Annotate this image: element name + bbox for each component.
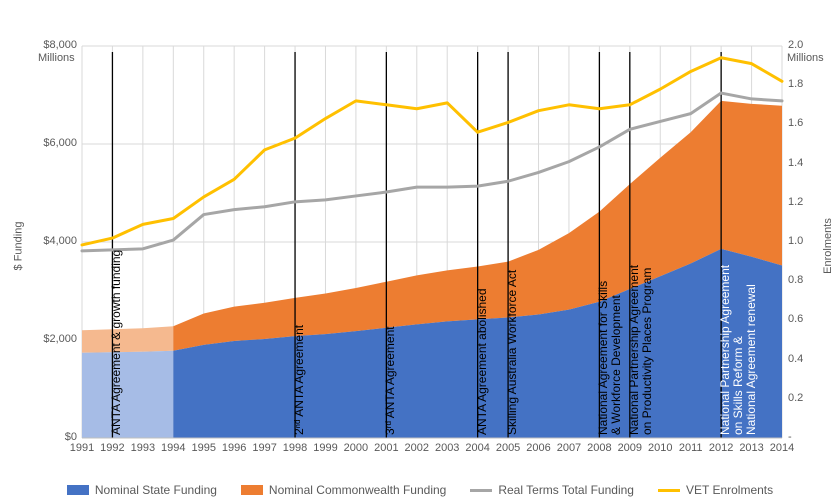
x-tick-label: 2014 [768,442,796,454]
right-axis-title: Enrolments [822,218,834,274]
x-tick-label: 1991 [68,442,96,454]
legend-item-commonwealth: Nominal Commonwealth Funding [241,483,446,497]
legend-swatch-real-total [470,489,492,492]
annotation-label: Skilling Australia Workforce Act [505,270,519,435]
left-axis-title-top: Millions [38,52,75,64]
annotation-label: National Partnership Agreement [627,265,641,435]
legend-item-state: Nominal State Funding [67,483,217,497]
y-left-tick-label: $4,000 [32,235,77,247]
y-right-tick-label: 0.8 [788,274,820,286]
x-tick-label: 2003 [433,442,461,454]
chart-svg [0,0,840,501]
legend-label-state: Nominal State Funding [95,483,217,497]
y-right-tick-label: 0.2 [788,392,820,404]
x-tick-label: 1997 [251,442,279,454]
x-tick-label: 1993 [129,442,157,454]
legend-label-vet: VET Enrolments [686,483,773,497]
annotation-label: ANTA Agreement & growth funding [109,250,123,435]
x-tick-label: 2002 [403,442,431,454]
y-right-tick-label: 1.6 [788,117,820,129]
left-axis-title: $ Funding [12,222,24,271]
x-tick-label: 1998 [281,442,309,454]
annotation-label: 3ʳᵈ ANTA Agreement [383,326,397,435]
x-tick-label: 2013 [738,442,766,454]
x-tick-label: 2007 [555,442,583,454]
legend-label-real-total: Real Terms Total Funding [498,483,634,497]
annotation-label: on Productivity Places Program [640,268,654,435]
y-left-tick-label: $8,000 [32,39,77,51]
y-right-tick-label: 0.6 [788,313,820,325]
legend-swatch-state [67,485,89,495]
y-right-tick-label: 1.4 [788,157,820,169]
x-tick-label: 2004 [464,442,492,454]
y-left-tick-label: $2,000 [32,333,77,345]
legend-swatch-vet [658,489,680,492]
y-right-tick-label: 1.8 [788,78,820,90]
y-right-tick-label: 2.0 [788,39,820,51]
annotation-label: & Workforce Development [609,295,623,435]
right-axis-title-top: Millions [787,52,824,64]
x-tick-label: 2006 [525,442,553,454]
x-tick-label: 2000 [342,442,370,454]
annotation-label: 2ⁿᵈ ANTA Agreement [292,325,306,435]
y-right-tick-label: 1.0 [788,235,820,247]
y-right-tick-label: 1.2 [788,196,820,208]
y-right-tick-label: 0.4 [788,353,820,365]
x-tick-label: 2010 [646,442,674,454]
x-tick-label: 2009 [616,442,644,454]
legend: Nominal State Funding Nominal Commonweal… [0,483,840,497]
legend-item-real-total: Real Terms Total Funding [470,483,634,497]
x-tick-label: 1999 [311,442,339,454]
x-tick-label: 1995 [190,442,218,454]
x-tick-label: 2005 [494,442,522,454]
funding-enrolments-chart: { "chart": { "type": "stacked-area-with-… [0,0,840,501]
x-tick-label: 1992 [98,442,126,454]
annotation-label: National Agreement renewal [744,284,758,435]
legend-label-commonwealth: Nominal Commonwealth Funding [269,483,446,497]
x-tick-label: 2012 [707,442,735,454]
x-tick-label: 2001 [372,442,400,454]
y-left-tick-label: $6,000 [32,137,77,149]
x-tick-label: 2011 [677,442,705,454]
x-tick-label: 1996 [220,442,248,454]
legend-swatch-commonwealth [241,485,263,495]
annotation-label: ANTA Agreement abolished [475,288,489,435]
legend-item-vet: VET Enrolments [658,483,773,497]
x-tick-label: 2008 [585,442,613,454]
x-tick-label: 1994 [159,442,187,454]
